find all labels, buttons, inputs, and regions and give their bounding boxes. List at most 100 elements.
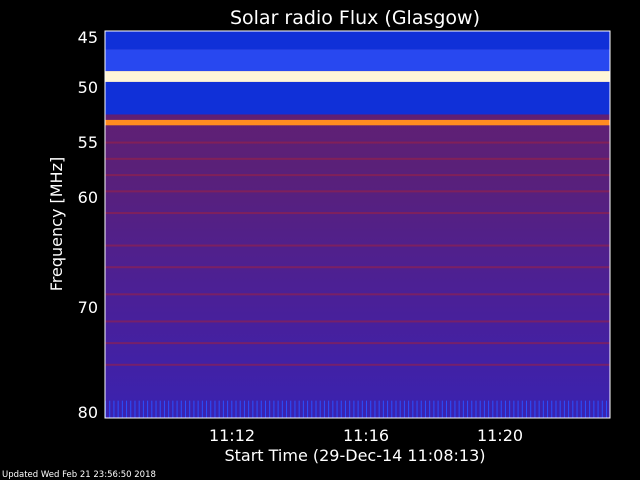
spectrogram-bands: [105, 31, 610, 126]
y-tick-label: 45: [78, 28, 98, 47]
noise-tick: [580, 400, 582, 418]
noise-tick: [509, 400, 511, 418]
y-tick-label: 60: [78, 188, 98, 207]
x-axis: 11:12 11:16 11:20 Start Time (29-Dec-14 …: [209, 426, 523, 465]
band-low: [105, 31, 610, 50]
x-tick-label: 11:12: [209, 426, 255, 445]
noise-tick: [412, 400, 414, 418]
band-medium-low: [105, 49, 610, 72]
noise-tick: [517, 400, 519, 418]
y-tick-label: 55: [78, 133, 98, 152]
updated-timestamp: Updated Wed Feb 21 23:56:50 2018: [2, 470, 156, 480]
noise-tick: [370, 400, 372, 418]
noise-tick: [526, 400, 527, 418]
noise-tick: [218, 400, 220, 418]
noise-tick: [424, 400, 426, 418]
streak: [105, 174, 610, 177]
noise-tick: [387, 400, 389, 418]
noise-tick: [155, 400, 157, 418]
noise-tick: [593, 400, 595, 418]
noise-tick: [559, 400, 561, 418]
noise-tick: [227, 400, 229, 418]
noise-tick: [530, 400, 532, 418]
noise-tick: [176, 400, 178, 418]
plot-area: [104, 30, 611, 419]
noise-tick: [576, 400, 578, 418]
noise-tick: [547, 400, 549, 418]
noise-tick: [349, 400, 351, 418]
noise-tick: [222, 400, 224, 418]
noise-tick: [117, 400, 119, 418]
noise-tick: [475, 400, 477, 418]
noise-tick: [294, 400, 296, 418]
streak: [105, 141, 610, 144]
noise-tick: [597, 400, 599, 418]
noise-tick: [243, 400, 245, 418]
noise-tick: [382, 400, 384, 418]
noise-tick: [142, 400, 144, 418]
noise-tick: [353, 400, 355, 418]
y-tick-label: 80: [78, 403, 98, 422]
noise-tick: [109, 400, 111, 418]
noise-tick: [500, 400, 502, 418]
streak: [105, 266, 610, 269]
noise-tick: [467, 400, 469, 418]
noise-tick: [534, 400, 536, 418]
noise-tick: [584, 400, 586, 418]
noise-tick: [336, 400, 338, 418]
plot-frame: [104, 30, 611, 419]
noise-tick: [163, 400, 165, 418]
noise-tick: [311, 400, 313, 418]
band-high: [105, 119, 610, 126]
noise-tick: [479, 400, 481, 418]
streak: [105, 342, 610, 345]
noise-tick: [269, 400, 271, 418]
chart-title: Solar radio Flux (Glasgow): [230, 7, 480, 29]
streak: [105, 293, 610, 296]
band-low: [105, 81, 610, 115]
noise-tick: [256, 400, 258, 418]
noise-tick: [521, 400, 523, 418]
noise-tick: [214, 400, 216, 418]
noise-tick: [433, 400, 435, 418]
noise-tick: [391, 400, 393, 418]
noise-tick: [332, 400, 334, 418]
noise-tick: [307, 400, 309, 418]
noise-tick: [555, 400, 557, 418]
noise-tick: [323, 400, 325, 418]
x-tick-label: 11:20: [477, 426, 523, 445]
noise-tick: [437, 400, 439, 418]
streak: [105, 244, 610, 247]
noise-tick: [458, 400, 460, 418]
noise-tick: [403, 400, 405, 418]
noise-tick: [378, 400, 380, 418]
noise-tick: [601, 400, 603, 418]
noise-tick: [420, 400, 422, 418]
noise-tick: [206, 400, 208, 418]
noise-tick: [298, 400, 300, 418]
noise-tick: [538, 400, 540, 418]
y-axis: 45 50 55 60 70 80 Frequency [MHz]: [47, 28, 98, 422]
noise-tick: [496, 400, 498, 418]
noise-tick: [151, 400, 153, 418]
noise-tick: [210, 400, 212, 418]
noise-tick: [113, 400, 115, 418]
noise-tick: [252, 400, 254, 418]
noise-tick: [315, 400, 317, 418]
noise-tick: [277, 400, 279, 418]
x-tick-label: 11:16: [343, 426, 389, 445]
spectrogram-streaks: [105, 141, 610, 418]
noise-tick: [180, 400, 182, 418]
noise-tick: [319, 400, 321, 418]
noise-tick: [201, 400, 203, 418]
noise-tick: [374, 400, 376, 418]
noise-tick: [281, 400, 283, 418]
noise-tick: [589, 400, 591, 418]
noise-tick: [568, 400, 570, 418]
noise-tick: [399, 400, 401, 418]
noise-tick: [488, 400, 490, 418]
noise-tick: [395, 400, 397, 418]
noise-tick: [290, 400, 292, 418]
noise-tick: [572, 400, 574, 418]
